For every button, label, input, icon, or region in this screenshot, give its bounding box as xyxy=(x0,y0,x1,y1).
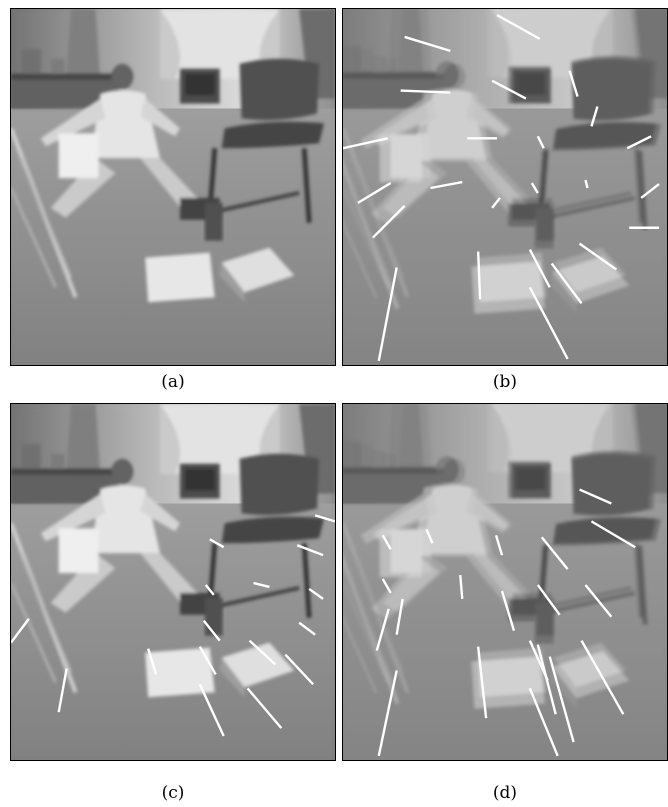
segment xyxy=(491,197,501,209)
segment xyxy=(147,648,158,675)
segment xyxy=(381,534,392,550)
segment xyxy=(548,656,575,743)
segment xyxy=(491,79,527,100)
segment xyxy=(377,670,398,757)
panel-b-image xyxy=(342,8,668,366)
panel-b-scene xyxy=(343,9,667,365)
segment xyxy=(580,640,625,715)
segment xyxy=(430,180,463,190)
segment xyxy=(528,249,551,288)
segment xyxy=(494,534,504,556)
panel-c-scene xyxy=(11,404,335,760)
segment xyxy=(253,581,270,589)
caption-d: (d) xyxy=(492,783,518,803)
segment xyxy=(343,137,388,150)
segment xyxy=(568,70,579,97)
caption-c: (c) xyxy=(161,783,185,803)
segment xyxy=(584,179,589,189)
panel-a-image xyxy=(10,8,336,366)
segment xyxy=(248,639,277,666)
segment xyxy=(395,598,404,635)
segment xyxy=(584,584,613,618)
panel-c-image xyxy=(10,403,336,761)
panel-d-image xyxy=(342,403,668,761)
segment xyxy=(308,587,324,600)
segment xyxy=(579,488,612,505)
segment xyxy=(550,262,583,304)
segment xyxy=(57,668,68,713)
segment xyxy=(540,536,569,570)
caption-a: (a) xyxy=(161,372,185,392)
panel-b-segments xyxy=(343,14,660,362)
segment xyxy=(578,242,617,271)
segment xyxy=(375,608,390,651)
segment xyxy=(536,135,545,149)
segment xyxy=(11,618,30,644)
segment xyxy=(204,584,215,596)
segment xyxy=(528,687,559,757)
segment xyxy=(198,646,217,676)
segment xyxy=(202,620,221,642)
segment xyxy=(536,644,557,715)
segment xyxy=(425,528,434,544)
segment xyxy=(626,135,652,150)
segment xyxy=(400,89,451,94)
segment xyxy=(371,205,406,239)
segment xyxy=(246,687,283,729)
panel-d-scene xyxy=(343,404,667,760)
segment xyxy=(198,683,225,737)
segment xyxy=(357,182,392,204)
segment xyxy=(476,646,488,719)
panel-c-segments xyxy=(11,514,335,737)
segment xyxy=(459,574,464,599)
segment xyxy=(590,520,636,549)
segment xyxy=(528,286,569,360)
segment xyxy=(640,183,660,199)
segment xyxy=(496,14,541,40)
segment xyxy=(476,251,482,300)
panel-a-scene xyxy=(11,9,335,365)
segment xyxy=(209,538,225,549)
caption-b: (b) xyxy=(492,372,518,392)
segment xyxy=(536,584,561,616)
segment xyxy=(590,106,599,127)
panel-d-segments xyxy=(375,488,636,757)
segment xyxy=(298,621,316,636)
segment xyxy=(296,544,324,557)
segment xyxy=(377,267,398,362)
segment xyxy=(284,653,315,686)
segment xyxy=(314,514,335,523)
segment xyxy=(500,590,516,632)
segment xyxy=(404,35,451,52)
segment xyxy=(381,578,392,594)
segment xyxy=(530,182,539,194)
